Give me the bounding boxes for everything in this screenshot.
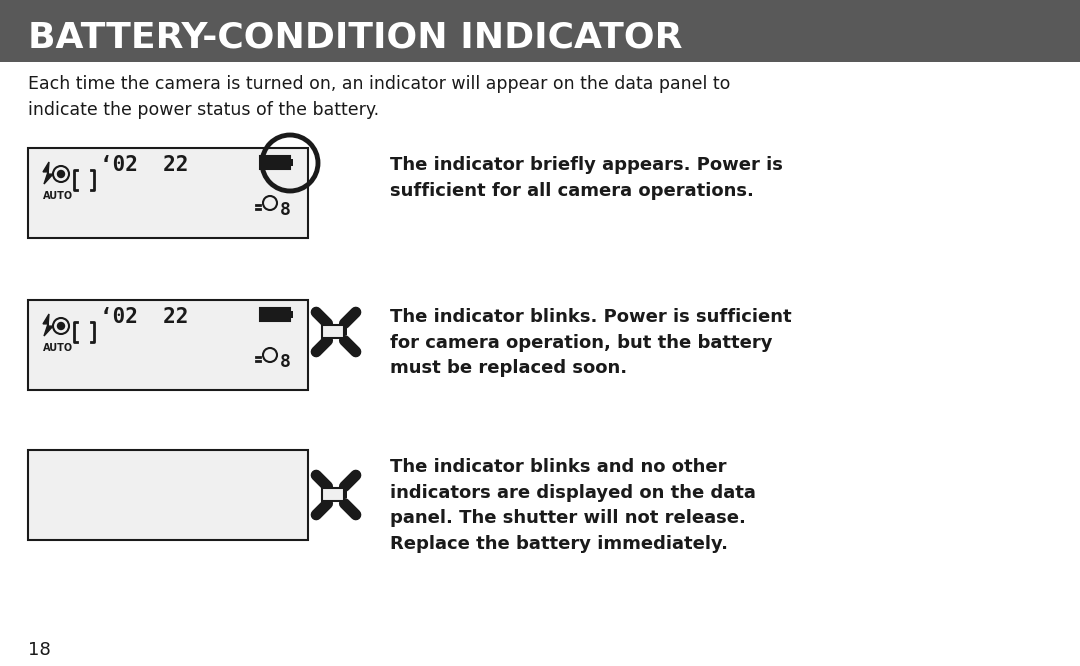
Text: Each time the camera is turned on, an indicator will appear on the data panel to: Each time the camera is turned on, an in… [28,75,730,119]
Text: AUTO: AUTO [43,191,73,201]
Text: The indicator blinks and no other
indicators are displayed on the data
panel. Th: The indicator blinks and no other indica… [390,458,756,553]
FancyBboxPatch shape [345,328,347,335]
FancyBboxPatch shape [291,311,293,318]
Text: 8: 8 [280,201,291,219]
FancyBboxPatch shape [322,325,345,338]
Text: BATTERY-CONDITION INDICATOR: BATTERY-CONDITION INDICATOR [28,21,683,55]
Polygon shape [43,314,53,336]
Circle shape [57,170,65,178]
FancyBboxPatch shape [291,159,293,166]
FancyBboxPatch shape [322,488,345,501]
Text: 8: 8 [280,353,291,371]
Text: AUTO: AUTO [43,343,73,353]
Text: ‘02  22: ‘02 22 [100,155,188,175]
FancyBboxPatch shape [28,300,308,390]
FancyBboxPatch shape [28,148,308,238]
Text: The indicator blinks. Power is sufficient
for camera operation, but the battery
: The indicator blinks. Power is sufficien… [390,308,792,378]
FancyBboxPatch shape [260,156,291,169]
FancyBboxPatch shape [28,450,308,540]
Circle shape [57,322,65,330]
Text: 18: 18 [28,641,51,659]
FancyBboxPatch shape [0,0,1080,62]
FancyBboxPatch shape [260,308,291,321]
Polygon shape [43,162,53,184]
Text: ‘02  22: ‘02 22 [100,307,188,327]
Text: The indicator briefly appears. Power is
sufficient for all camera operations.: The indicator briefly appears. Power is … [390,156,783,200]
FancyBboxPatch shape [345,491,347,498]
